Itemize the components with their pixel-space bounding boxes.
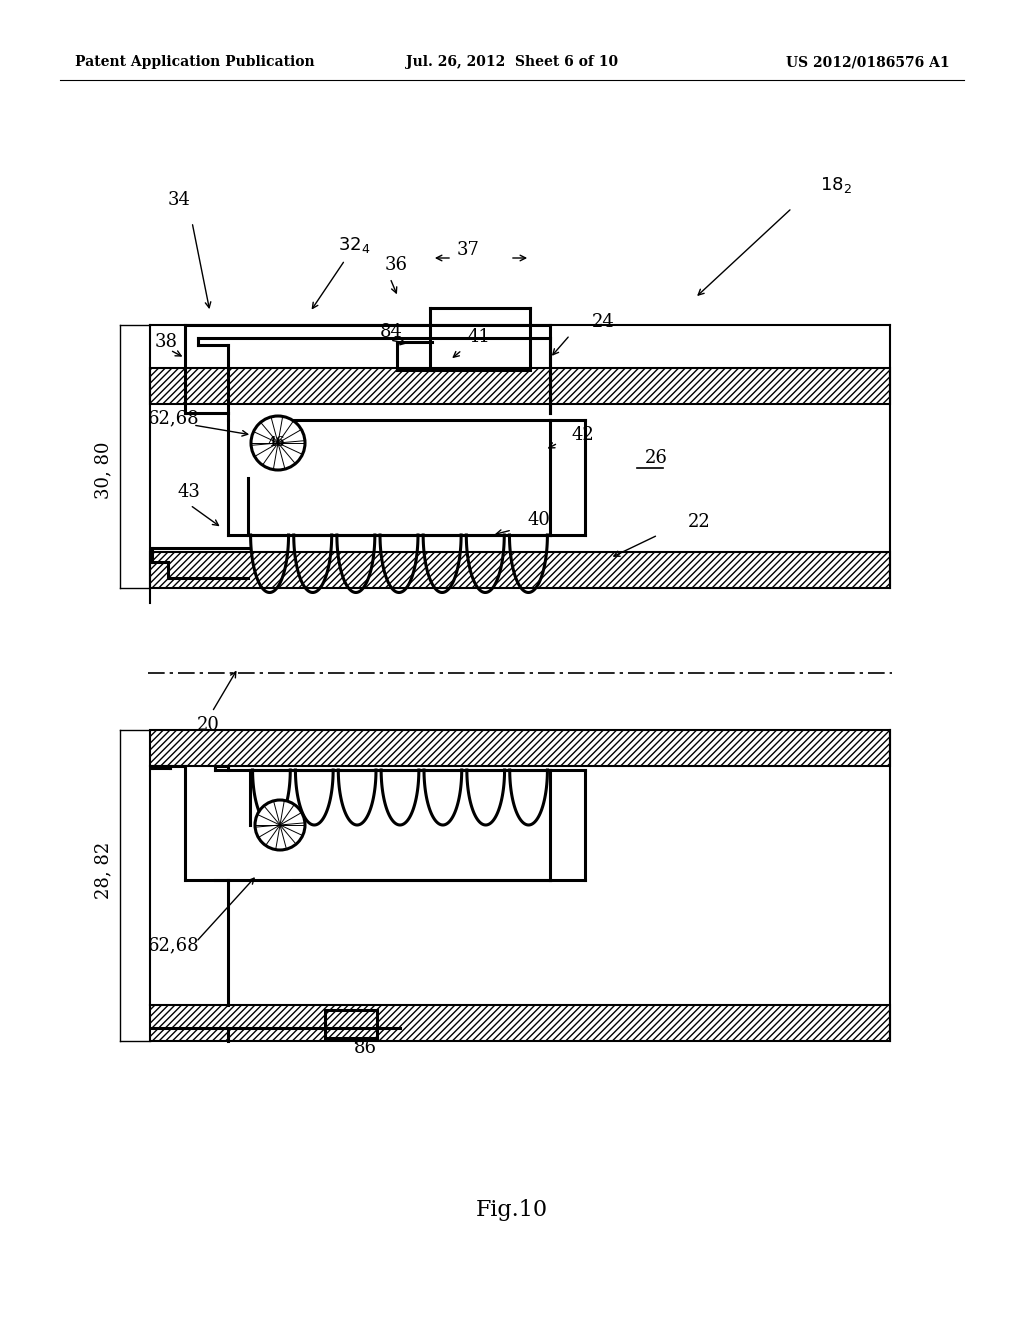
Text: 28, 82: 28, 82 (94, 841, 112, 899)
Text: 40: 40 (527, 511, 550, 529)
Bar (150, 730, 890, 766)
Text: 24: 24 (592, 313, 614, 331)
Circle shape (251, 416, 305, 470)
Text: 20: 20 (197, 715, 220, 734)
Text: 62,68: 62,68 (148, 409, 200, 426)
Bar (150, 1005, 890, 1041)
Circle shape (255, 800, 305, 850)
Text: $32_4$: $32_4$ (338, 235, 371, 255)
Text: 42: 42 (572, 426, 595, 444)
Bar (150, 552, 890, 587)
Text: 37: 37 (457, 242, 479, 259)
Text: 30, 80: 30, 80 (94, 441, 112, 499)
Text: 41: 41 (468, 327, 490, 346)
Text: 36: 36 (385, 256, 408, 275)
Text: 86: 86 (353, 1039, 377, 1057)
Text: Patent Application Publication: Patent Application Publication (75, 55, 314, 69)
Text: Jul. 26, 2012  Sheet 6 of 10: Jul. 26, 2012 Sheet 6 of 10 (406, 55, 618, 69)
Text: 22: 22 (688, 513, 711, 531)
Text: 26: 26 (645, 449, 668, 467)
Text: 43: 43 (177, 483, 200, 502)
Text: 34: 34 (168, 191, 190, 209)
Text: 62,68: 62,68 (148, 936, 200, 954)
Text: $18_2$: $18_2$ (820, 176, 852, 195)
Text: 46: 46 (267, 437, 285, 450)
Bar (150, 368, 890, 404)
Text: US 2012/0186576 A1: US 2012/0186576 A1 (786, 55, 950, 69)
Text: 38: 38 (155, 333, 178, 351)
Text: 84: 84 (380, 323, 402, 341)
Text: Fig.10: Fig.10 (476, 1199, 548, 1221)
